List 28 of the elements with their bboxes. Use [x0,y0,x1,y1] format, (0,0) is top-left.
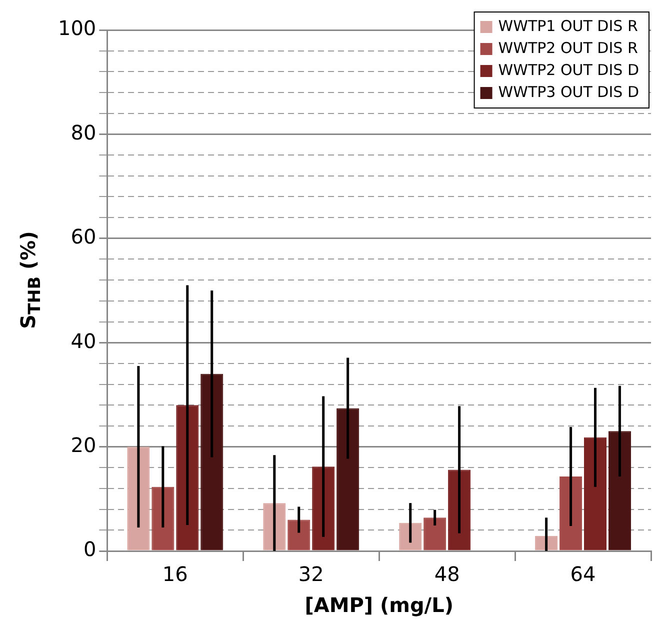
bar [608,431,631,550]
bar [399,522,422,550]
x-tick-label: 16 [162,562,188,586]
x-tick-label: 32 [298,562,324,586]
x-tick-label: 48 [434,562,460,586]
y-tick-label: 20 [70,433,96,458]
x-tick-label: 64 [570,562,596,586]
y-tick-label: 0 [83,537,96,562]
bar [152,486,174,550]
legend-label: WWTP3 OUT DIS D [498,82,640,101]
bar [448,470,471,550]
bar [127,446,150,550]
y-tick-label: 60 [70,224,96,249]
bar [200,374,224,550]
bar [560,476,582,550]
legend-label: WWTP1 OUT DIS R [498,16,638,35]
bar [424,518,446,550]
bar [176,405,199,550]
y-tick-label: 100 [58,16,96,40]
x-axis-title: [AMP] (mg/L) [304,593,454,618]
bar [336,408,360,550]
bar [312,466,335,550]
y-tick-label: 40 [70,328,96,353]
y-tick-label: 80 [70,120,96,144]
legend-label: WWTP2 OUT DIS R [498,38,638,57]
legend-label: WWTP2 OUT DIS D [498,60,640,79]
bar [584,437,607,550]
bar [288,520,310,550]
